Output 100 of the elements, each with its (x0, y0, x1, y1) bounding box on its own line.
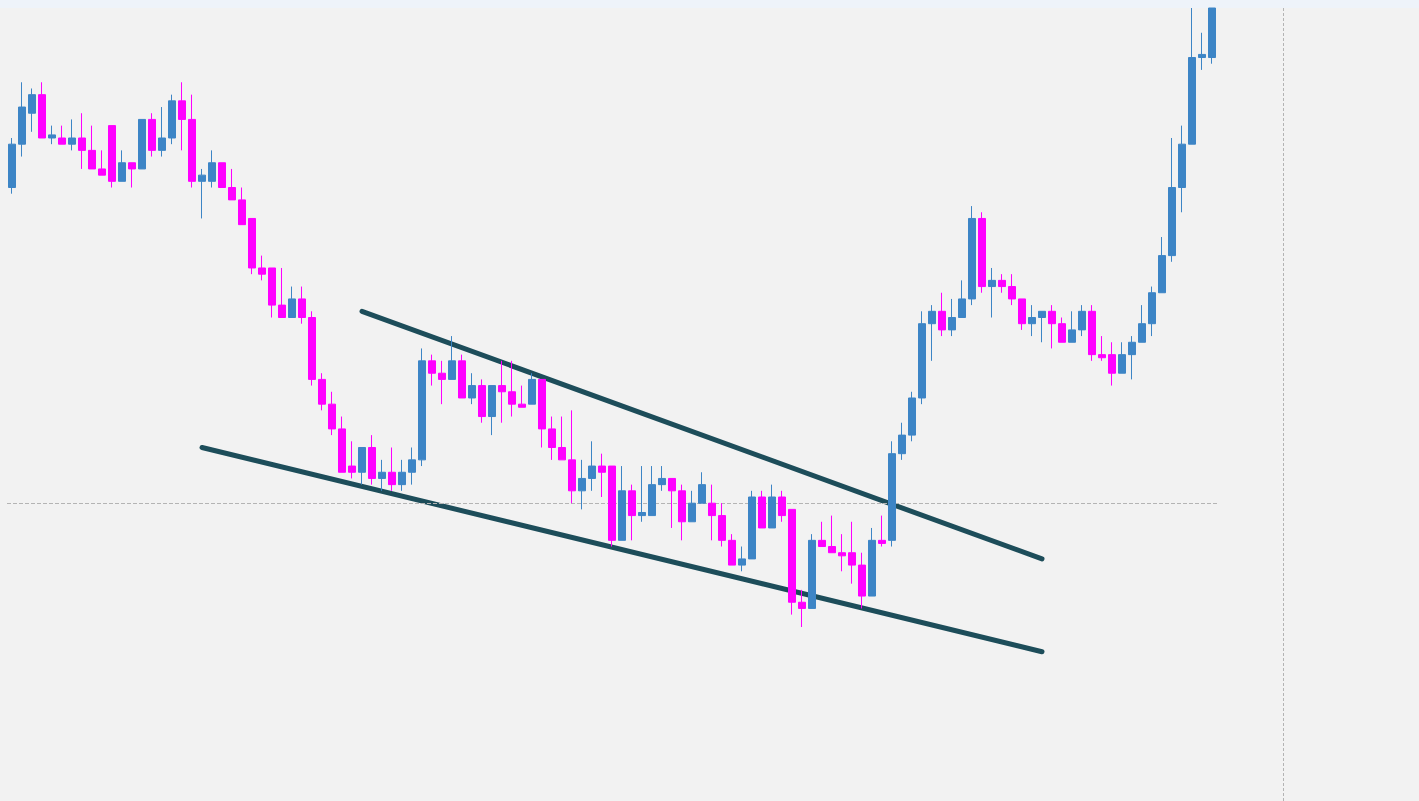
candlestick (98, 149, 106, 176)
candlestick (558, 416, 566, 461)
candlestick (578, 459, 586, 510)
candlestick (1018, 298, 1026, 331)
candlestick (138, 118, 146, 170)
candlestick (488, 385, 496, 436)
candlestick (548, 416, 556, 461)
candlestick (1048, 304, 1056, 349)
candlestick (1108, 341, 1116, 387)
candlestick (408, 446, 416, 486)
candlestick (1058, 317, 1066, 343)
candlestick (78, 112, 86, 170)
candlestick (608, 465, 616, 548)
candlestick (1088, 304, 1096, 362)
candlestick (1158, 236, 1166, 294)
candlestick (38, 81, 46, 139)
candlestick (398, 459, 406, 492)
candlestick (178, 81, 186, 151)
candlestick (928, 304, 936, 362)
candlestick (758, 490, 766, 529)
candlestick (958, 279, 966, 318)
candlestick (428, 354, 436, 387)
candlestick (8, 137, 16, 195)
candlestick (28, 87, 36, 133)
candlestick (998, 273, 1006, 294)
candlestick (728, 533, 736, 566)
candlestick (978, 211, 986, 294)
candlestick (1168, 137, 1176, 263)
candlestick (208, 149, 216, 189)
candlestick (938, 292, 946, 337)
candlestick (638, 465, 646, 523)
candlestick (788, 508, 796, 616)
candlestick (308, 310, 316, 387)
candlestick (708, 484, 716, 541)
candlestick (258, 255, 266, 281)
candlestick (518, 385, 526, 408)
candlestick (388, 446, 396, 492)
candlestick (688, 490, 696, 523)
candlestick (798, 589, 806, 628)
candlestick (288, 286, 296, 318)
candlestick (808, 533, 816, 609)
candlestick (768, 484, 776, 529)
candlestick (148, 112, 156, 158)
candlestick (538, 378, 546, 448)
candlestick (988, 267, 996, 318)
candlestick (828, 515, 836, 554)
candlestick (1008, 273, 1016, 306)
candlestick (238, 187, 246, 226)
candlestick (858, 552, 866, 609)
candlestick (1188, 7, 1196, 145)
candlestick (348, 440, 356, 479)
candlestick (1078, 304, 1086, 337)
candlestick (908, 391, 916, 442)
candlestick (328, 391, 336, 436)
candlestick (1198, 32, 1206, 71)
candlestick (48, 125, 56, 145)
candlestick (748, 490, 756, 560)
candlestick (1138, 304, 1146, 343)
candlestick (168, 94, 176, 145)
candlestick (1118, 341, 1126, 374)
candlestick (1128, 335, 1136, 380)
candlestick (58, 125, 66, 145)
candlestick (818, 521, 826, 548)
candlestick (528, 372, 536, 405)
candlestick (568, 409, 576, 504)
candlestick (1208, 7, 1216, 65)
candlestick (648, 465, 656, 517)
candlestick (598, 453, 606, 498)
candlestick (888, 440, 896, 548)
candlestick (618, 465, 626, 541)
candlestick (1178, 125, 1186, 213)
candlestick (878, 515, 886, 548)
candlestick (18, 81, 26, 158)
candlestick (658, 465, 666, 492)
candlestick (158, 106, 166, 158)
candlestick (358, 446, 366, 486)
candlestick (188, 94, 196, 189)
candlestick (948, 298, 956, 337)
candlestick (498, 360, 506, 424)
candlestick (318, 372, 326, 411)
candlestick (228, 168, 236, 201)
candlestick (278, 267, 286, 318)
candlestick (868, 527, 876, 597)
candlestick (898, 422, 906, 461)
candlestick (418, 347, 426, 467)
candlestick (668, 477, 676, 529)
candlestick (218, 162, 226, 189)
candlestick (128, 162, 136, 189)
candlestick (108, 125, 116, 189)
candlestick (438, 360, 446, 405)
candlestick (1068, 310, 1076, 343)
candlestick (338, 416, 346, 473)
candlestick (118, 149, 126, 182)
candlestick (1098, 335, 1106, 362)
candlestick (738, 546, 746, 572)
candlestick (778, 490, 786, 523)
candlestick (198, 168, 206, 219)
candlestick (248, 217, 256, 275)
candlestick (508, 360, 516, 418)
candlestick (588, 440, 596, 492)
